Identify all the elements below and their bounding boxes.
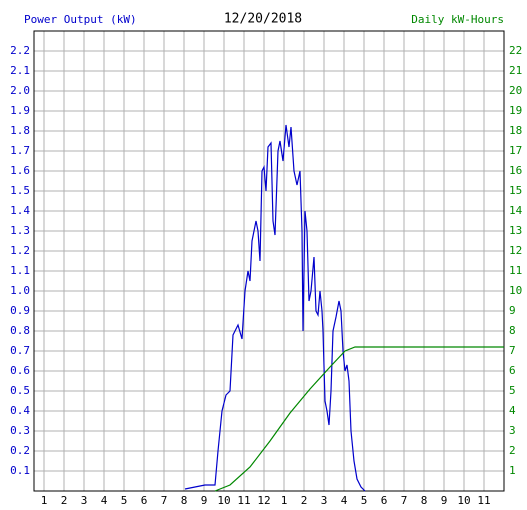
- y-tick-label: 0.4: [10, 404, 30, 417]
- y-tick-label: 1.1: [10, 264, 30, 277]
- x-tick-label: 8: [421, 494, 428, 507]
- x-tick-label: 11: [477, 494, 490, 507]
- y-tick-label: 1.9: [10, 104, 30, 117]
- y-axis-label: Power Output (kW): [24, 13, 137, 26]
- y2-tick-label: 12: [509, 244, 522, 257]
- x-tick-label: 7: [401, 494, 408, 507]
- x-tick-label: 1: [281, 494, 288, 507]
- y2-tick-label: 21: [509, 64, 522, 77]
- x-tick-label: 12: [257, 494, 270, 507]
- y2-tick-label: 18: [509, 124, 522, 137]
- x-tick-label: 4: [341, 494, 348, 507]
- x-tick-label: 5: [361, 494, 368, 507]
- x-tick-label: 7: [161, 494, 168, 507]
- y-tick-label: 0.5: [10, 384, 30, 397]
- y-tick-label: 0.1: [10, 464, 30, 477]
- series-line: [214, 346, 504, 492]
- y2-tick-label: 5: [509, 384, 516, 397]
- y2-tick-label: 1: [509, 464, 516, 477]
- y-tick-label: 1.7: [10, 144, 30, 157]
- y2-tick-label: 4: [509, 404, 516, 417]
- y-tick-label: 1.3: [10, 224, 30, 237]
- y-tick-label: 1.4: [10, 204, 30, 217]
- y2-tick-label: 6: [509, 364, 516, 377]
- y2-tick-label: 9: [509, 304, 516, 317]
- y-tick-label: 1.0: [10, 284, 30, 297]
- y2-tick-label: 13: [509, 224, 522, 237]
- y-tick-label: 1.2: [10, 244, 30, 257]
- y2-tick-label: 7: [509, 344, 516, 357]
- x-tick-label: 5: [121, 494, 128, 507]
- y-tick-label: 1.6: [10, 164, 30, 177]
- y-tick-label: 2.1: [10, 64, 30, 77]
- y2-tick-label: 16: [509, 164, 522, 177]
- y2-tick-label: 3: [509, 424, 516, 437]
- x-tick-label: 3: [321, 494, 328, 507]
- y2-tick-label: 17: [509, 144, 522, 157]
- y-tick-label: 2.0: [10, 84, 30, 97]
- x-tick-label: 2: [61, 494, 68, 507]
- y-tick-label: 0.7: [10, 344, 30, 357]
- x-tick-label: 6: [381, 494, 388, 507]
- y2-tick-label: 11: [509, 264, 522, 277]
- x-tick-label: 11: [237, 494, 250, 507]
- y-tick-label: 0.3: [10, 424, 30, 437]
- x-tick-label: 8: [181, 494, 188, 507]
- chart-title: 12/20/2018: [224, 12, 302, 27]
- x-tick-label: 3: [81, 494, 88, 507]
- x-tick-label: 2: [301, 494, 308, 507]
- y-tick-label: 0.9: [10, 304, 30, 317]
- y-tick-label: 1.8: [10, 124, 30, 137]
- y-tick-label: 0.2: [10, 444, 30, 457]
- y2-tick-label: 22: [509, 44, 522, 57]
- y2-tick-label: 14: [509, 204, 523, 217]
- x-tick-label: 4: [101, 494, 108, 507]
- y-tick-label: 1.5: [10, 184, 30, 197]
- x-tick-label: 10: [457, 494, 470, 507]
- series-line: [184, 124, 366, 492]
- x-tick-label: 6: [141, 494, 148, 507]
- y2-tick-label: 10: [509, 284, 522, 297]
- x-tick-label: 1: [41, 494, 48, 507]
- x-tick-label: 9: [441, 494, 448, 507]
- y2-tick-label: 2: [509, 444, 516, 457]
- y-tick-label: 0.6: [10, 364, 30, 377]
- y-tick-label: 0.8: [10, 324, 30, 337]
- plot-frame: [33, 30, 505, 492]
- y2-tick-label: 15: [509, 184, 522, 197]
- y2-axis-label: Daily kW-Hours: [411, 13, 504, 26]
- y2-tick-label: 20: [509, 84, 522, 97]
- x-tick-label: 9: [201, 494, 208, 507]
- y-tick-label: 2.2: [10, 44, 30, 57]
- y2-tick-label: 19: [509, 104, 522, 117]
- y2-tick-label: 8: [509, 324, 516, 337]
- x-tick-label: 10: [217, 494, 230, 507]
